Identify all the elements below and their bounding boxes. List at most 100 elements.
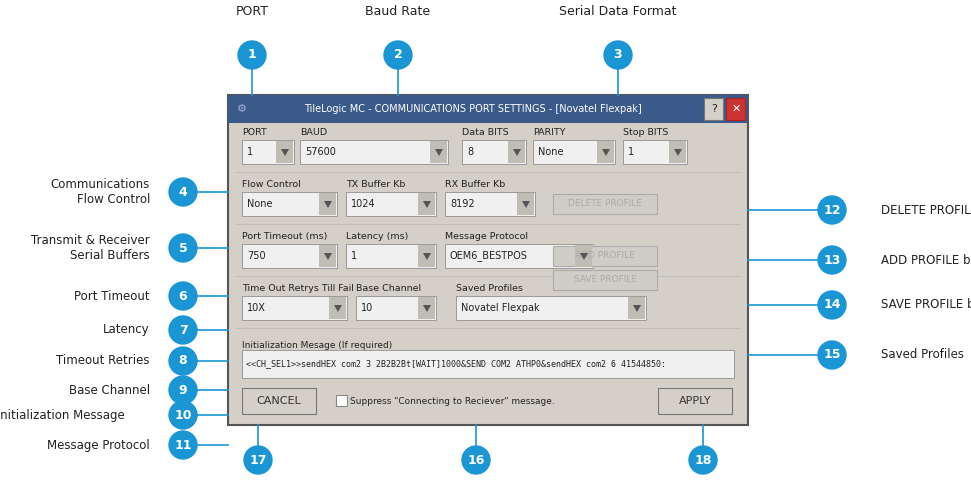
Text: 750: 750 xyxy=(247,251,266,261)
Circle shape xyxy=(604,41,632,69)
Bar xyxy=(553,246,657,266)
Circle shape xyxy=(169,316,197,344)
Polygon shape xyxy=(513,149,521,156)
Circle shape xyxy=(238,41,266,69)
Polygon shape xyxy=(423,201,431,208)
Text: PORT: PORT xyxy=(236,5,269,18)
Text: Port Timeout (ms): Port Timeout (ms) xyxy=(242,232,327,241)
Bar xyxy=(456,296,646,320)
Text: 8: 8 xyxy=(467,147,473,157)
Text: 6: 6 xyxy=(179,290,187,302)
Text: ?: ? xyxy=(711,104,717,114)
Bar xyxy=(726,98,745,120)
Bar xyxy=(533,140,615,164)
Bar xyxy=(276,141,293,163)
Bar xyxy=(430,141,447,163)
Text: 12: 12 xyxy=(823,203,841,217)
Polygon shape xyxy=(281,149,289,156)
Bar xyxy=(242,192,337,216)
Text: Saved Profiles: Saved Profiles xyxy=(881,348,964,362)
Bar xyxy=(517,193,534,215)
Circle shape xyxy=(818,246,846,274)
Bar xyxy=(445,244,593,268)
Circle shape xyxy=(169,282,197,310)
Text: TX Buffer Kb: TX Buffer Kb xyxy=(346,180,405,189)
Bar xyxy=(669,141,686,163)
Circle shape xyxy=(818,341,846,369)
Text: SAVE PROFILE: SAVE PROFILE xyxy=(574,275,637,285)
Text: 57600: 57600 xyxy=(305,147,336,157)
Text: Serial Data Format: Serial Data Format xyxy=(559,5,677,18)
Text: Flow Control: Flow Control xyxy=(242,180,301,189)
Polygon shape xyxy=(633,305,641,312)
Text: Stop BITS: Stop BITS xyxy=(623,128,668,137)
Polygon shape xyxy=(423,253,431,260)
Text: 18: 18 xyxy=(694,454,712,466)
Text: DELETE PROFILE: DELETE PROFILE xyxy=(568,199,642,209)
Text: 1: 1 xyxy=(628,147,634,157)
Text: PORT: PORT xyxy=(242,128,267,137)
Text: 13: 13 xyxy=(823,253,841,267)
Text: 14: 14 xyxy=(823,298,841,312)
Circle shape xyxy=(169,347,197,375)
Circle shape xyxy=(244,446,272,474)
Bar xyxy=(418,297,435,319)
Circle shape xyxy=(818,196,846,224)
Text: Saved Profiles: Saved Profiles xyxy=(456,284,523,293)
Text: 10X: 10X xyxy=(247,303,266,313)
Bar xyxy=(462,140,526,164)
Text: Initialization Mesage (If required): Initialization Mesage (If required) xyxy=(242,342,392,350)
Text: 15: 15 xyxy=(823,348,841,362)
Circle shape xyxy=(169,178,197,206)
Text: 17: 17 xyxy=(250,454,267,466)
Polygon shape xyxy=(423,305,431,312)
Text: 1: 1 xyxy=(351,251,357,261)
Polygon shape xyxy=(674,149,682,156)
Text: 10: 10 xyxy=(361,303,373,313)
Bar xyxy=(418,245,435,267)
Circle shape xyxy=(384,41,412,69)
Text: 3: 3 xyxy=(614,49,622,62)
Text: Base Channel: Base Channel xyxy=(356,284,421,293)
Text: DELETE PROFILE button: DELETE PROFILE button xyxy=(881,203,971,217)
Text: 1024: 1024 xyxy=(351,199,376,209)
Bar xyxy=(242,350,734,378)
Circle shape xyxy=(169,376,197,404)
Bar xyxy=(704,98,723,120)
Text: SAVE PROFILE button: SAVE PROFILE button xyxy=(881,298,971,312)
Text: 8192: 8192 xyxy=(450,199,475,209)
Text: 1: 1 xyxy=(248,49,256,62)
Bar xyxy=(300,140,448,164)
Text: CANCEL: CANCEL xyxy=(256,396,301,406)
Text: Communications
Flow Control: Communications Flow Control xyxy=(50,178,150,206)
Bar xyxy=(445,192,535,216)
Text: APPLY: APPLY xyxy=(679,396,712,406)
Text: Novatel Flexpak: Novatel Flexpak xyxy=(461,303,540,313)
Text: 7: 7 xyxy=(179,323,187,337)
Bar xyxy=(418,193,435,215)
Bar xyxy=(242,244,337,268)
Bar xyxy=(623,140,687,164)
Text: 10: 10 xyxy=(174,409,191,421)
Circle shape xyxy=(462,446,490,474)
Circle shape xyxy=(169,431,197,459)
Polygon shape xyxy=(334,305,342,312)
Bar xyxy=(319,193,336,215)
Text: Time Out Retrys Till Fail: Time Out Retrys Till Fail xyxy=(242,284,353,293)
Text: Manual Initialization Message: Manual Initialization Message xyxy=(0,409,125,421)
Text: Latency: Latency xyxy=(103,323,150,337)
Polygon shape xyxy=(580,253,588,260)
Bar xyxy=(575,245,592,267)
Bar xyxy=(553,194,657,214)
Polygon shape xyxy=(324,201,332,208)
Text: ⚙: ⚙ xyxy=(237,104,247,114)
Text: Message Protocol: Message Protocol xyxy=(445,232,528,241)
Text: <<CH_SEL1>>sendHEX com2 3 2B2B2Bt[WAIT]1000&SEND COM2 ATHP0&sendHEX com2 6 41544: <<CH_SEL1>>sendHEX com2 3 2B2B2Bt[WAIT]1… xyxy=(246,360,666,368)
Polygon shape xyxy=(435,149,443,156)
Text: ADD PROFILE button: ADD PROFILE button xyxy=(881,253,971,267)
Text: 1: 1 xyxy=(247,147,253,157)
Bar xyxy=(658,388,732,414)
Bar xyxy=(242,140,294,164)
Text: 11: 11 xyxy=(174,439,191,451)
Text: TileLogic MC - COMMUNICATIONS PORT SETTINGS - [Novatel Flexpak]: TileLogic MC - COMMUNICATIONS PORT SETTI… xyxy=(304,104,642,114)
